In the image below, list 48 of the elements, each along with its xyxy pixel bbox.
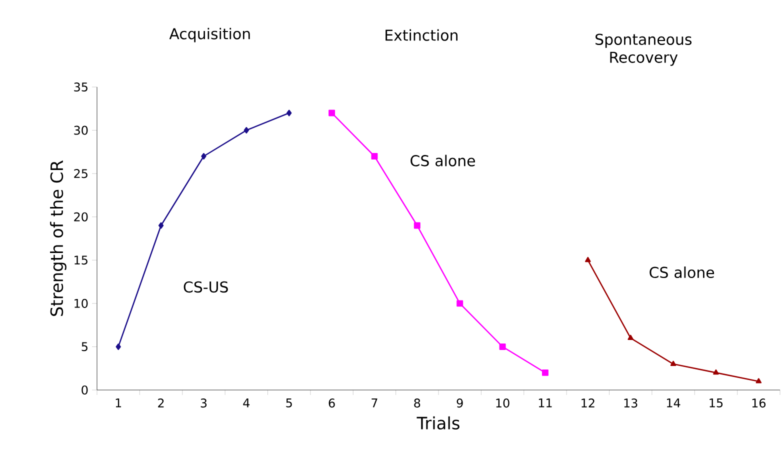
point [542,369,548,376]
point [371,153,378,160]
point [585,256,591,262]
point [499,343,506,350]
y-tick-label: 20 [74,212,88,222]
y-tick-label: 30 [74,126,88,135]
point [414,222,420,229]
y-tick-label: 10 [74,298,88,308]
x-axis-title: Trials [416,416,460,430]
annotation: CS-US [184,281,228,293]
x-tick-label: 5 [286,398,292,408]
text: Spontaneous Recovery [596,34,692,66]
y-tick-label: 35 [74,82,88,92]
y-tick-label: 0 [82,385,88,395]
point [328,110,336,116]
point [456,300,464,307]
y-axis-title: Strength of the CR [50,160,66,316]
x-tick-label: 1 [116,398,122,408]
y-tick-label: 5 [82,342,88,352]
x-tick-label: 12 [582,398,594,408]
point [286,110,292,116]
x-tick-label: 2 [158,398,164,408]
point [116,343,121,350]
x-tick-label: 15 [710,398,723,408]
x-tick-label: 3 [200,398,207,408]
x-tick-label: 14 [666,398,680,408]
x-tick-label: 13 [624,398,638,408]
annotation: CS alone [410,154,475,166]
x-tick-label: 9 [456,398,463,408]
y-tick-label: 25 [74,169,88,178]
x-tick-label: 8 [414,398,420,408]
point [158,222,164,229]
x-tick-label: 11 [538,398,552,408]
text: Extinction [386,29,458,41]
x-tick-label: 6 [328,398,335,408]
x-tick-label: 7 [372,398,378,408]
point [628,334,634,340]
y-tick-label: 15 [74,256,88,265]
annotation: CS alone [650,266,714,278]
point [756,378,762,384]
point [713,369,719,375]
point [244,127,249,134]
point [670,360,676,366]
x-tick-label: 10 [496,398,510,408]
point [201,153,206,160]
x-tick-label: 16 [752,398,766,408]
x-tick-label: 4 [243,398,250,408]
text: Acquisition [169,28,250,42]
